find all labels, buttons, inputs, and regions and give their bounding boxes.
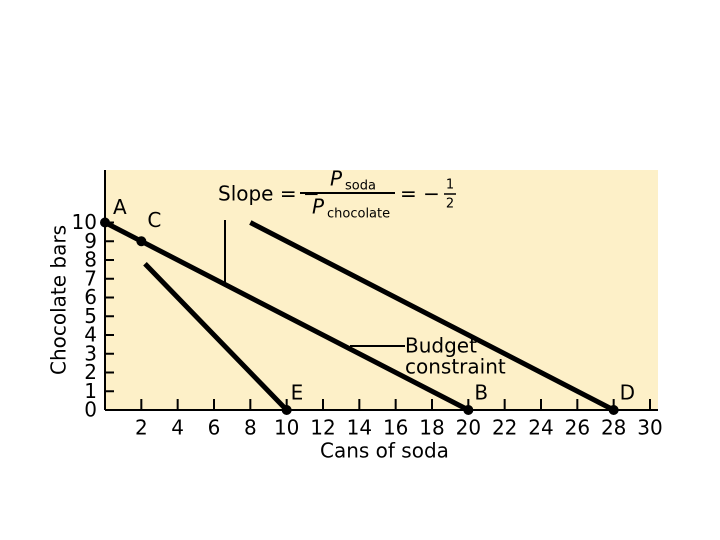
budget-label: constraint [405,355,506,379]
x-tick-label: 30 [637,416,662,440]
y-tick-label: 6 [84,285,97,309]
x-axis-label: Cans of soda [320,439,449,463]
numerator-sub: soda [345,179,376,194]
point-label: C [147,208,161,232]
budget-line [249,220,615,413]
budget-line [103,220,470,413]
x-tick-label: 4 [171,416,184,440]
x-tick-label: 2 [135,416,148,440]
x-tick-label: 16 [383,416,408,440]
y-tick-label: 0 [84,398,97,422]
x-tick-label: 28 [601,416,626,440]
point [100,217,110,228]
y-tick-label: 2 [84,360,97,384]
point [608,405,619,415]
point-label: B [474,381,488,405]
y-tick-label: 3 [84,341,97,365]
x-tick-label: 14 [347,416,372,440]
point [463,405,474,415]
denominator: P [312,195,325,219]
x-tick-label: 6 [208,416,221,440]
point-label: A [113,195,127,219]
point-label: D [620,381,635,405]
x-tick-label: 18 [419,416,444,440]
point [281,405,292,415]
budget-label: Budget [405,334,477,358]
x-tick-label: 22 [492,416,517,440]
fraction-den: 2 [446,197,454,212]
y-tick-label: 7 [84,266,97,290]
point-label: E [291,381,304,405]
denominator-sub: chocolate [327,207,390,222]
slope-annotation: Slope = − P soda P chocolate = − 1 2 [218,167,456,283]
slope-equals: = − [400,182,440,206]
y-tick-label: 4 [84,323,97,347]
x-tick-label: 26 [565,416,590,440]
x-tick-label: 20 [456,416,481,440]
x-tick-label: 12 [310,416,335,440]
y-tick-label: 9 [84,229,97,253]
x-tick-label: 8 [244,416,257,440]
point [136,236,147,247]
y-tick-label: 8 [84,248,97,272]
y-axis-label: Chocolate bars [47,225,71,375]
fraction-num: 1 [446,178,454,193]
y-tick-label: 10 [72,210,97,234]
numerator: P [330,167,343,191]
y-tick-label: 1 [84,379,97,403]
y-tick-label: 5 [84,304,97,328]
budget-annotation: Budget constraint [350,334,506,379]
budget-line [143,262,289,412]
x-tick-label: 10 [274,416,299,440]
x-tick-label: 24 [528,416,553,440]
